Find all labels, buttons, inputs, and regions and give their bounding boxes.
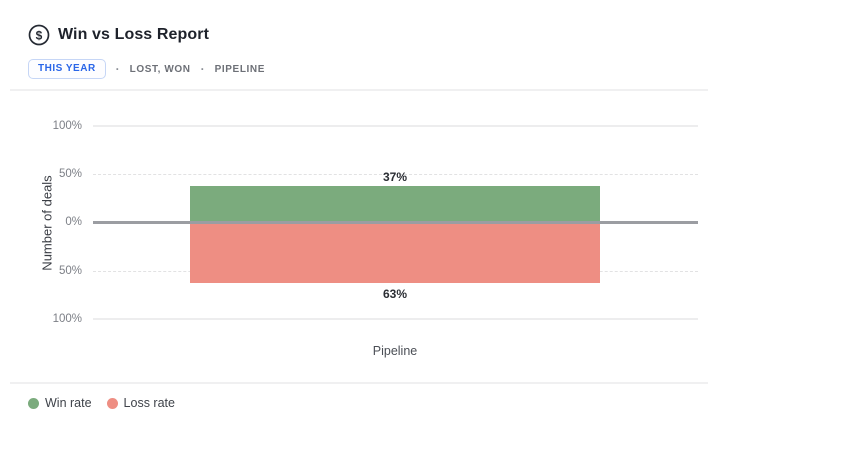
filter-row: THIS YEAR · LOST, WON · PIPELINE bbox=[28, 59, 265, 79]
y-tick-0: 0% bbox=[65, 216, 82, 228]
y-tick-100-bot: 100% bbox=[52, 312, 82, 325]
legend-label: Loss rate bbox=[123, 396, 175, 410]
y-tick-100-top: 100% bbox=[52, 120, 82, 132]
legend-label: Win rate bbox=[45, 396, 92, 410]
win-rate-value-label: 37% bbox=[382, 170, 408, 185]
report-title: Win vs Loss Report bbox=[58, 26, 210, 43]
header-divider bbox=[10, 89, 708, 91]
loss-rate-legend-dot-icon bbox=[106, 397, 118, 409]
x-axis-title: Pipeline bbox=[372, 344, 418, 358]
loss-rate-value-label: 63% bbox=[382, 286, 408, 301]
deal-status-filter[interactable]: LOST, WON bbox=[129, 63, 191, 75]
pipeline-filter[interactable]: PIPELINE bbox=[214, 63, 265, 75]
legend-item-win-rate[interactable]: Win rate bbox=[28, 396, 92, 410]
y-tick-50-top: 50% bbox=[58, 167, 82, 180]
win-rate-legend-dot-icon bbox=[28, 397, 39, 409]
dollar-circle-icon: $ bbox=[28, 24, 50, 46]
chart-legend: Win rate Loss rate bbox=[28, 396, 175, 410]
filter-separator: · bbox=[200, 62, 205, 76]
loss-rate-bar[interactable] bbox=[190, 222, 600, 283]
filter-separator: · bbox=[115, 62, 120, 76]
zero-axis-line bbox=[93, 221, 698, 224]
footer-divider bbox=[10, 382, 708, 384]
svg-text:$: $ bbox=[36, 28, 43, 42]
gridline-100-top bbox=[93, 125, 698, 127]
gridline-50-top bbox=[93, 173, 698, 175]
time-range-filter[interactable]: THIS YEAR bbox=[28, 59, 106, 79]
y-tick-50-bot: 50% bbox=[58, 264, 82, 277]
legend-item-loss-rate[interactable]: Loss rate bbox=[106, 396, 175, 410]
win-rate-bar[interactable] bbox=[190, 186, 600, 222]
gridline-100-bot bbox=[93, 317, 698, 320]
